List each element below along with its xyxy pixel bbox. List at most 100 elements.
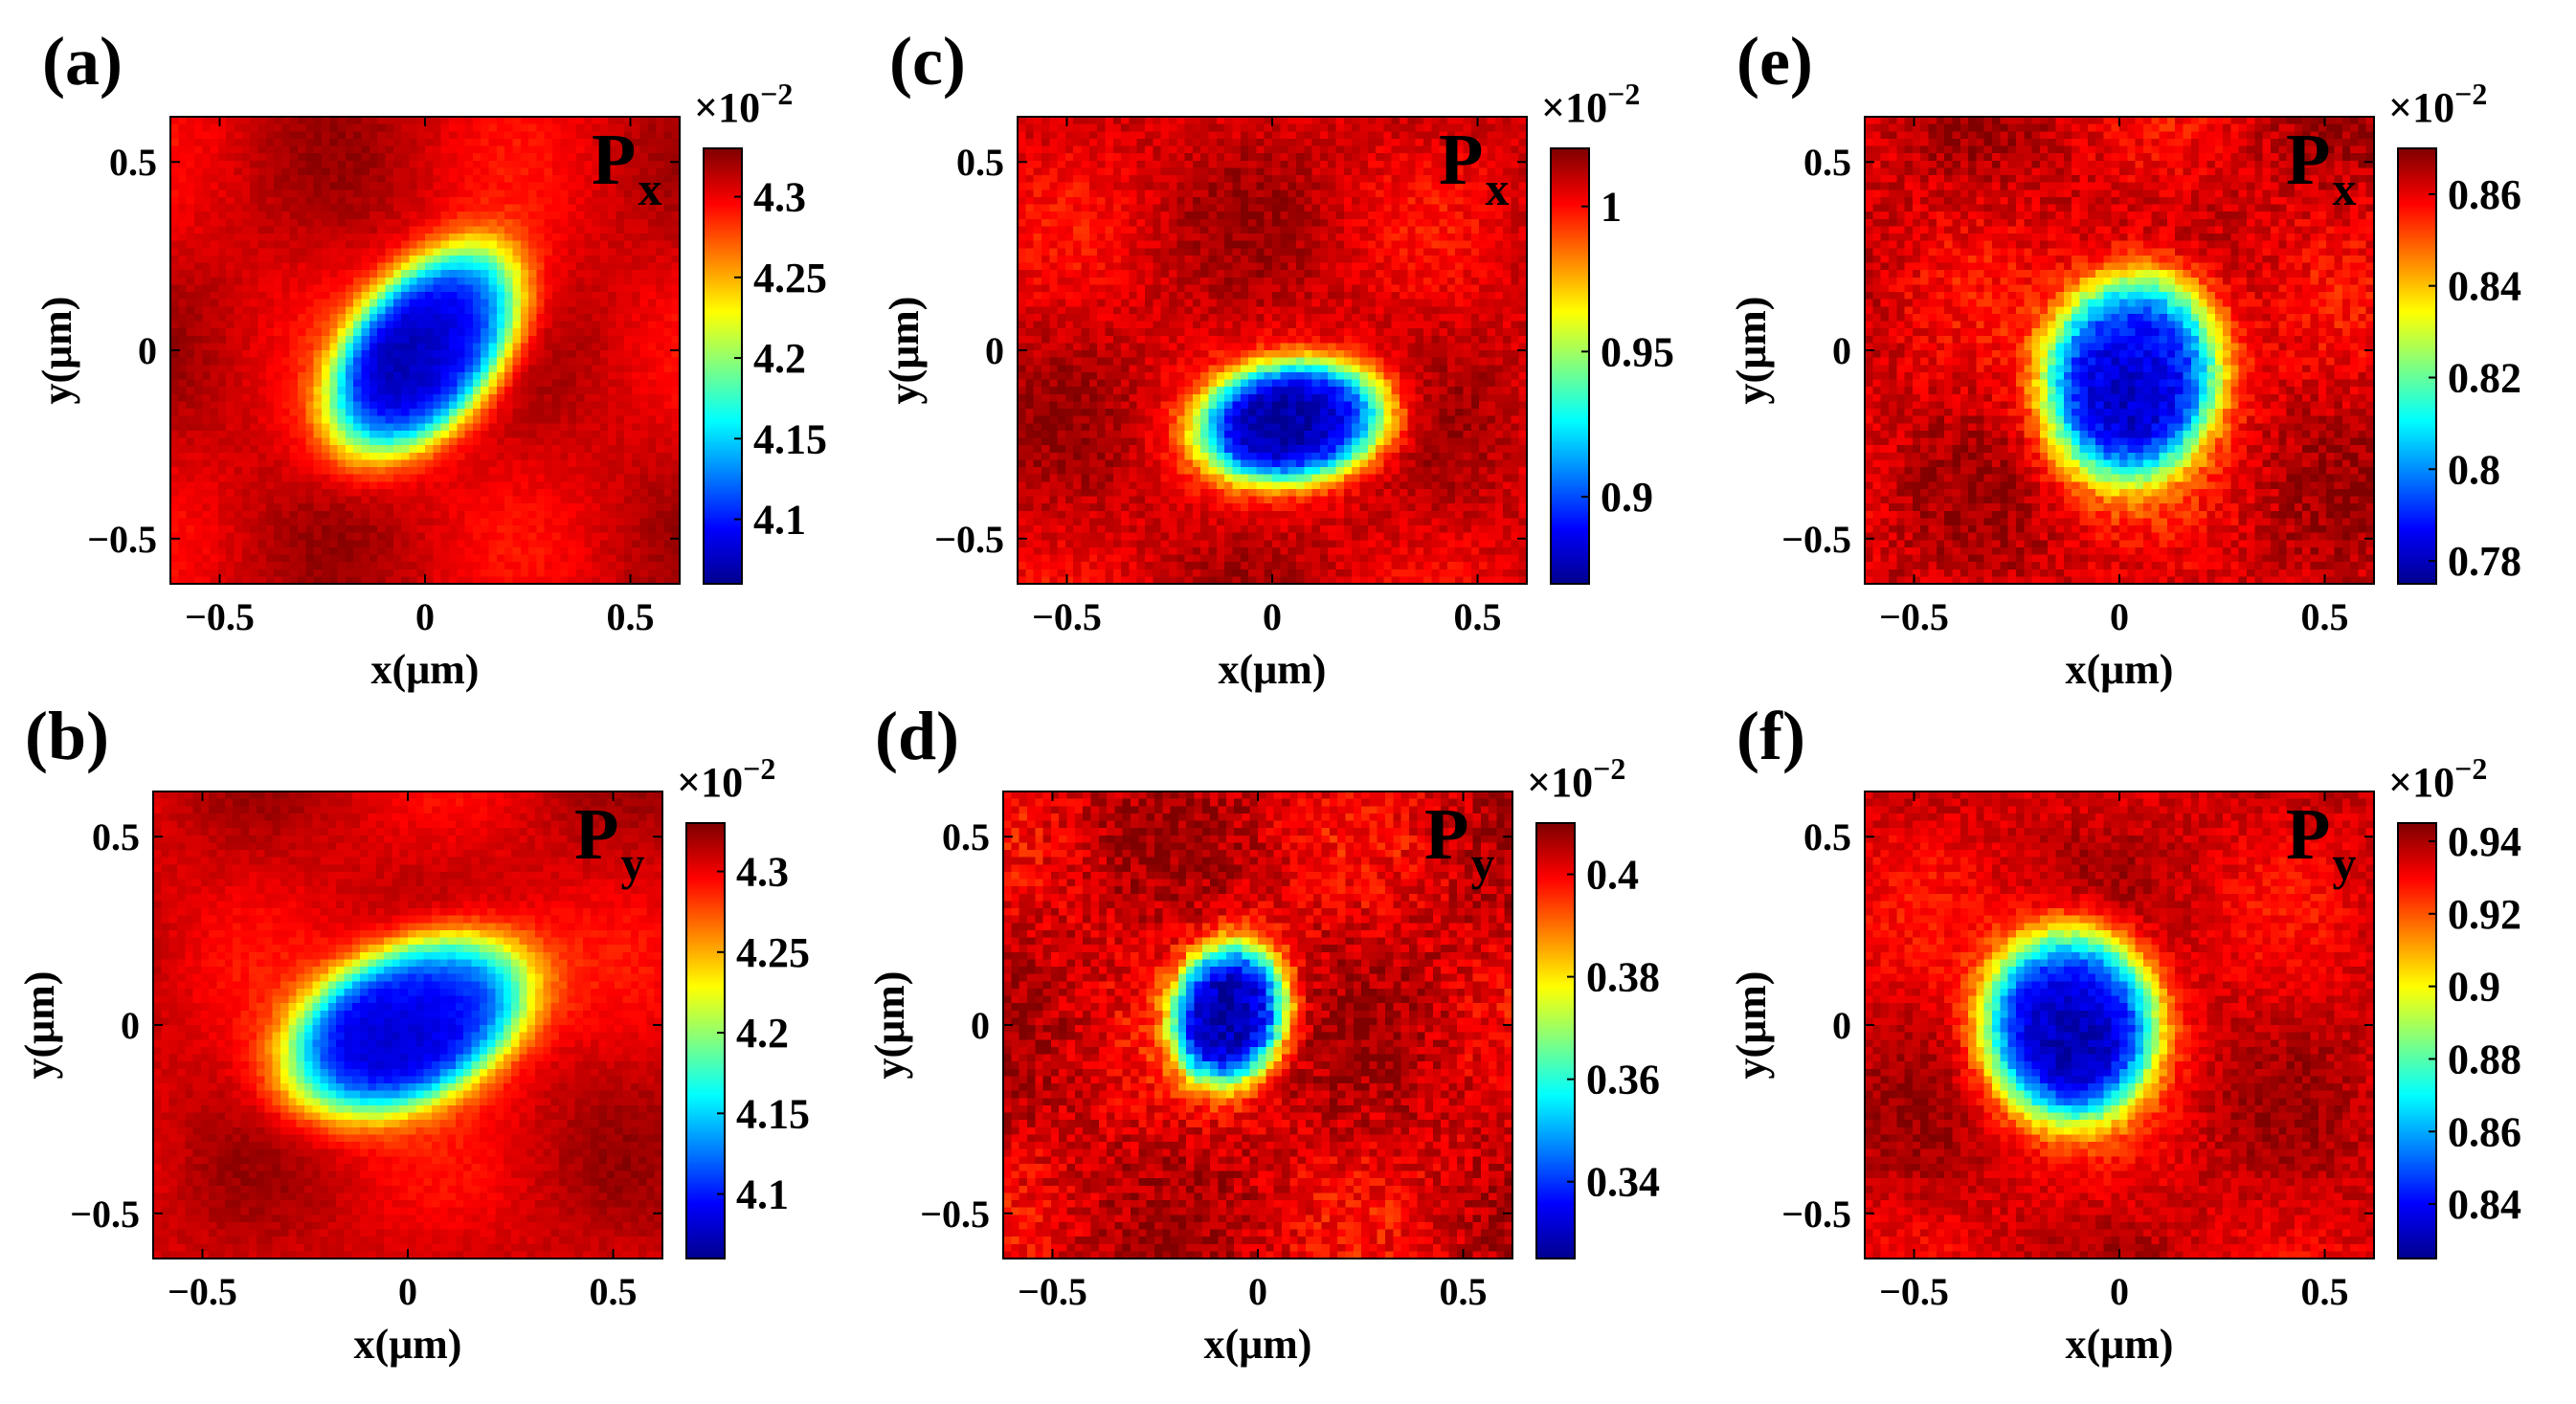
axes-overlay: −0.5 0 0.5 −0.5 0 0.5 x(μm) y(μm) (a) Px 4.1 4.15 4.… (34, 23, 827, 693)
colorbar-exponent: ×10−2 (694, 77, 793, 131)
colorbar-tick-label: 0.78 (2448, 538, 2521, 585)
y-axis-label: y(μm) (1728, 971, 1775, 1080)
x-tick-label: −0.5 (185, 595, 255, 638)
colorbar-gradient (1536, 823, 1575, 1259)
y-tick-label: −0.5 (1781, 1192, 1851, 1236)
x-tick-label: 0 (398, 1270, 417, 1313)
colorbar-gradient (2398, 148, 2436, 584)
heatmap-image (170, 117, 680, 584)
component-label: Py (1424, 794, 1494, 890)
x-axis-label: x(μm) (1219, 646, 1327, 693)
colorbar-tick-label: 1 (1601, 184, 1622, 231)
colorbar-frame (685, 822, 726, 1259)
component-label: Py (574, 794, 644, 890)
colorbar-tick-label: 4.15 (753, 415, 827, 462)
colorbar-tick-label: 0.84 (2448, 1181, 2521, 1228)
colorbar-tick-label: 4.25 (753, 255, 827, 301)
colorbar-gradient (686, 823, 725, 1259)
heatmap-panel-b: −0.5 0 0.5 −0.5 0 0.5 x(μm) y(μm) (b) Py 4.1 4.15 4.… (0, 675, 825, 1368)
y-tick-label: −0.5 (934, 518, 1004, 561)
colorbar-exponent: ×10−2 (1527, 751, 1625, 806)
colorbar-exponent-power: −2 (1607, 77, 1640, 111)
colorbar-gradient (704, 148, 742, 584)
colorbar-exponent: ×10−2 (2388, 77, 2487, 131)
heatmap-panel-c: −0.5 0 0.5 −0.5 0 0.5 x(μm) y(μm) (c) Px 0.9 0.95 1 ×… (847, 0, 1690, 693)
x-axis-label: x(μm) (2066, 646, 2174, 693)
y-tick-label: −0.5 (920, 1192, 990, 1236)
x-axis-label: x(μm) (1204, 1321, 1312, 1368)
panel-label: (c) (889, 23, 966, 100)
colorbar-tick-label: 4.1 (753, 497, 806, 544)
colorbar-frame (2397, 822, 2437, 1259)
colorbar-gradient (2398, 823, 2436, 1259)
heatmap-panel-a: −0.5 0 0.5 −0.5 0 0.5 x(μm) y(μm) (a) Px 4.1 4.15 4.… (0, 0, 842, 693)
colorbar-tick-label: 0.94 (2448, 818, 2521, 865)
y-axis-label: y(μm) (1728, 297, 1775, 405)
panel-label: (d) (875, 698, 959, 774)
x-tick-label: 0 (1248, 1270, 1267, 1313)
y-tick-label: 0 (1832, 1004, 1851, 1047)
x-tick-label: 0.5 (1454, 595, 1502, 638)
panel-label: (e) (1736, 23, 1813, 100)
y-tick-label: 0 (121, 1004, 140, 1047)
heatmap-image (153, 791, 662, 1259)
y-axis-label: y(μm) (881, 297, 928, 405)
component-label: Px (592, 120, 661, 215)
component-subscript: x (2332, 162, 2356, 215)
component-subscript: x (638, 162, 661, 215)
colorbar-tick-label: 0.38 (1586, 954, 1660, 1001)
colorbar-tick-label: 0.34 (1586, 1159, 1660, 1206)
x-axis-label: x(μm) (371, 646, 480, 693)
axes-overlay: −0.5 0 0.5 −0.5 0 0.5 x(μm) y(μm) (e) Px 0.78 0.8 0.… (1728, 23, 2521, 693)
component-label: Px (1439, 120, 1509, 215)
x-tick-label: −0.5 (1032, 595, 1102, 638)
y-tick-label: 0.5 (1803, 815, 1851, 858)
colorbar-tick-label: 4.3 (753, 174, 806, 221)
panel-label: (b) (25, 698, 109, 774)
x-tick-label: 0 (1263, 595, 1282, 638)
axes-overlay: −0.5 0 0.5 −0.5 0 0.5 x(μm) y(μm) (f) Py 0.84 0.86 0… (1728, 698, 2521, 1368)
colorbar-tick-label: 0.4 (1586, 852, 1639, 899)
colorbar-tick-label: 0.8 (2448, 446, 2500, 493)
colorbar-tick-label: 0.86 (2448, 1108, 2521, 1155)
y-tick-label: 0.5 (92, 815, 140, 858)
colorbar-tick-label: 4.3 (736, 849, 789, 896)
x-axis-label: x(μm) (354, 1321, 462, 1368)
x-tick-label: 0.5 (2301, 1270, 2349, 1313)
y-tick-label: 0 (985, 329, 1004, 372)
y-tick-label: 0.5 (1803, 141, 1851, 184)
heatmap-image (1018, 117, 1527, 584)
heatmap-panel-d: −0.5 0 0.5 −0.5 0 0.5 x(μm) y(μm) (d) Py 0.34 0.36 0… (833, 675, 1675, 1368)
colorbar-tick-label: 4.25 (736, 929, 810, 976)
colorbar-exponent: ×10−2 (677, 751, 775, 806)
colorbar-tick-label: 0.36 (1586, 1057, 1660, 1103)
y-tick-label: 0.5 (942, 815, 990, 858)
y-tick-label: 0 (1832, 329, 1851, 372)
heatmap-panel-e: −0.5 0 0.5 −0.5 0 0.5 x(μm) y(μm) (e) Px 0.78 0.8 0.… (1694, 0, 2537, 693)
x-tick-label: 0 (415, 595, 435, 638)
colorbar-tick-label: 4.2 (736, 1010, 789, 1057)
y-tick-label: 0 (971, 1004, 990, 1047)
colorbar-tick-label: 4.2 (753, 335, 806, 382)
x-tick-label: −0.5 (1879, 595, 1949, 638)
axes-overlay: −0.5 0 0.5 −0.5 0 0.5 x(μm) y(μm) (d) Py 0.34 0.36 0… (866, 698, 1660, 1368)
x-tick-label: 0.5 (607, 595, 655, 638)
colorbar-gradient (1551, 148, 1589, 584)
panel-label: (f) (1736, 698, 1805, 774)
panel-label: (a) (42, 23, 123, 100)
x-tick-label: −0.5 (168, 1270, 237, 1313)
y-tick-label: 0 (138, 329, 157, 372)
colorbar-exponent-power: −2 (2454, 77, 2487, 111)
colorbar-tick-label: 0.86 (2448, 171, 2521, 218)
heatmap-image (1865, 117, 2374, 584)
colorbar-tick-label: 0.84 (2448, 263, 2521, 310)
colorbar-tick-label: 0.92 (2448, 891, 2521, 938)
y-tick-label: 0.5 (109, 141, 157, 184)
heatmap-image (1865, 791, 2374, 1259)
colorbar-frame (703, 147, 743, 585)
y-tick-label: 0.5 (956, 141, 1004, 184)
axes-overlay: −0.5 0 0.5 −0.5 0 0.5 x(μm) y(μm) (c) Px 0.9 0.95 1 ×… (881, 23, 1674, 693)
colorbar-exponent-power: −2 (743, 751, 775, 786)
y-tick-label: −0.5 (87, 518, 157, 561)
colorbar-frame (2397, 147, 2437, 585)
